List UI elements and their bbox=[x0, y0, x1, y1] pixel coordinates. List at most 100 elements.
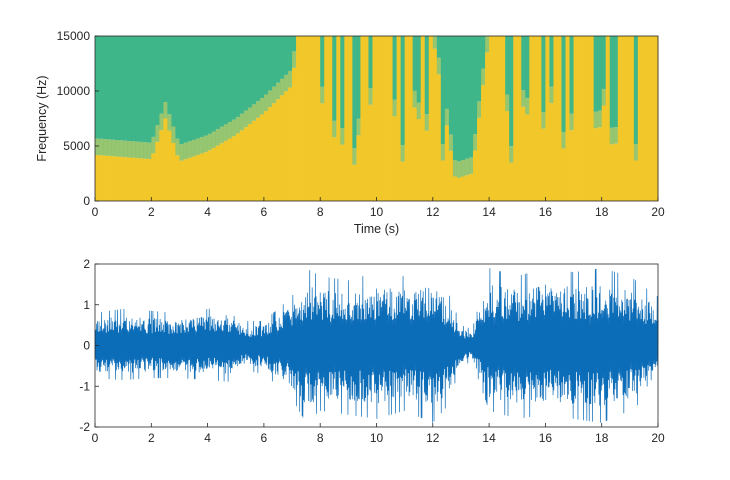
spectrogram-bin-low bbox=[147, 36, 152, 143]
spectrogram-bin-high bbox=[199, 153, 204, 201]
spectrogram-bin-low bbox=[219, 36, 225, 127]
spectrogram-bin-high bbox=[553, 36, 558, 201]
spectrogram-bin-mid bbox=[279, 78, 285, 96]
spectrogram-bin-mid bbox=[392, 99, 398, 117]
spectrogram-bin-high bbox=[300, 36, 305, 201]
spectrogram-bin-high bbox=[99, 155, 104, 201]
waveform-y-tick-label: 1 bbox=[83, 298, 90, 312]
spectrogram-bin-high bbox=[529, 36, 534, 201]
spectrogram-bin-mid bbox=[167, 114, 172, 131]
spectrogram-x-tick-label: 8 bbox=[317, 205, 324, 219]
waveform-x-ticks: 0 2 4 6 8 10 12 14 16 18 20 bbox=[92, 423, 665, 445]
spectrogram-bin-low bbox=[135, 36, 140, 142]
spectrogram-bin-high bbox=[135, 158, 140, 201]
spectrogram-bin-high bbox=[585, 36, 591, 201]
spectrogram-bin-mid bbox=[179, 144, 184, 161]
spectrogram-bin-high bbox=[493, 36, 498, 201]
spectrogram-bin-low bbox=[111, 36, 116, 140]
spectrogram-bin-high bbox=[436, 74, 442, 201]
spectrogram-bin-mid bbox=[561, 131, 566, 149]
waveform-x-tick-label: 6 bbox=[261, 431, 268, 445]
spectrogram-bin-low bbox=[199, 36, 204, 138]
spectrogram-bin-mid bbox=[267, 90, 273, 108]
spectrogram-bin-high bbox=[364, 36, 369, 201]
spectrogram-bin-high bbox=[545, 36, 550, 201]
spectrogram-bin-high bbox=[456, 177, 462, 201]
spectrogram-bin-low bbox=[255, 36, 261, 102]
spectrogram-bin-high bbox=[605, 36, 611, 201]
spectrogram-bin-high bbox=[432, 48, 438, 202]
spectrogram-bin-mid bbox=[356, 118, 361, 136]
spectrogram-bin-mid bbox=[219, 126, 225, 144]
spectrogram-bin-high bbox=[223, 140, 229, 201]
spectrogram-y-tick-label: 0 bbox=[83, 194, 90, 208]
spectrogram-x-ticks: 0 2 4 6 8 10 12 14 16 18 20 bbox=[92, 197, 665, 219]
spectrogram-bin-high bbox=[292, 67, 297, 201]
waveform-x-tick-label: 20 bbox=[651, 431, 665, 445]
spectrogram-bin-high bbox=[513, 36, 518, 201]
spectrogram-bin-high bbox=[557, 36, 562, 201]
spectrogram-bin-high bbox=[336, 36, 341, 201]
spectrogram-bin-high bbox=[235, 133, 241, 201]
spectrogram-bin-high bbox=[163, 118, 168, 201]
spectrogram-bin-low bbox=[464, 36, 470, 159]
spectrogram-bin-high bbox=[215, 145, 221, 201]
spectrogram-bin-mid bbox=[292, 51, 297, 68]
spectrogram-bin-mid bbox=[239, 113, 245, 131]
spectrogram-bin-low bbox=[167, 36, 172, 115]
spectrogram-bin-low bbox=[468, 36, 474, 158]
spectrogram-bin-high bbox=[227, 138, 233, 201]
spectrogram-bin-high bbox=[376, 36, 381, 201]
spectrogram-bin-high bbox=[239, 130, 245, 201]
spectrogram-bin-low bbox=[292, 36, 297, 52]
spectrogram-bin-high bbox=[284, 91, 289, 201]
waveform-y-tick-label: 0 bbox=[83, 339, 90, 353]
spectrogram-bin-high bbox=[444, 125, 450, 201]
spectrogram-bin-low bbox=[123, 36, 128, 141]
waveform-y-ticks: -2 -1 0 1 2 bbox=[79, 257, 99, 434]
spectrogram-bin-high bbox=[400, 161, 406, 201]
spectrogram-bin-high bbox=[593, 128, 599, 201]
spectrogram-bin-high bbox=[356, 135, 361, 201]
spectrogram-bin-mid bbox=[440, 143, 446, 161]
spectrogram-bin-high bbox=[645, 36, 651, 201]
spectrogram-bin-mid bbox=[505, 94, 510, 112]
spectrogram-bin-high bbox=[388, 36, 393, 201]
spectrogram-x-tick-label: 0 bbox=[92, 205, 99, 219]
spectrogram-bin-high bbox=[549, 103, 554, 201]
spectrogram-bin-high bbox=[505, 111, 510, 201]
spectrogram-bin-mid bbox=[456, 161, 462, 178]
spectrogram-bin-low bbox=[525, 36, 530, 98]
spectrogram-bin-low bbox=[267, 36, 273, 91]
waveform-x-tick-label: 0 bbox=[92, 431, 99, 445]
waveform-x-tick-label: 2 bbox=[148, 431, 155, 445]
spectrogram-bin-low bbox=[368, 36, 373, 89]
spectrogram-panel: 0 2 4 6 8 10 12 14 16 18 20 0 5000 10000 15000 Time (… bbox=[35, 29, 665, 236]
spectrogram-bin-high bbox=[151, 153, 156, 201]
spectrogram-bin-high bbox=[340, 144, 345, 201]
spectrogram-bin-mid bbox=[481, 68, 486, 86]
spectrogram-bin-low bbox=[505, 36, 510, 95]
spectrogram-bin-low bbox=[332, 36, 337, 121]
spectrogram-bin-mid bbox=[271, 86, 277, 104]
spectrogram-bin-high bbox=[509, 162, 514, 201]
spectrogram-bin-mid bbox=[424, 114, 430, 131]
spectrogram-bin-mid bbox=[143, 142, 148, 159]
spectrogram-bin-low bbox=[593, 36, 599, 112]
spectrogram-bin-mid bbox=[473, 134, 478, 151]
spectrogram-bin-high bbox=[111, 156, 116, 201]
spectrogram-bin-high bbox=[179, 160, 184, 201]
spectrogram-bin-high bbox=[123, 157, 128, 201]
spectrogram-bin-low bbox=[235, 36, 241, 117]
spectrogram-bin-high bbox=[577, 36, 582, 201]
spectrogram-bin-high bbox=[183, 159, 188, 201]
spectrogram-bin-high bbox=[312, 36, 317, 201]
spectrogram-y-tick-label: 5000 bbox=[63, 139, 90, 153]
waveform-x-tick-label: 10 bbox=[370, 431, 384, 445]
spectrogram-bin-low bbox=[251, 36, 257, 105]
spectrogram-bin-high bbox=[573, 36, 578, 201]
spectrogram-bin-low bbox=[143, 36, 148, 143]
spectrogram-bin-mid bbox=[613, 127, 619, 144]
spectrogram-bin-high bbox=[103, 155, 108, 201]
spectrogram-bin-high bbox=[609, 144, 615, 201]
